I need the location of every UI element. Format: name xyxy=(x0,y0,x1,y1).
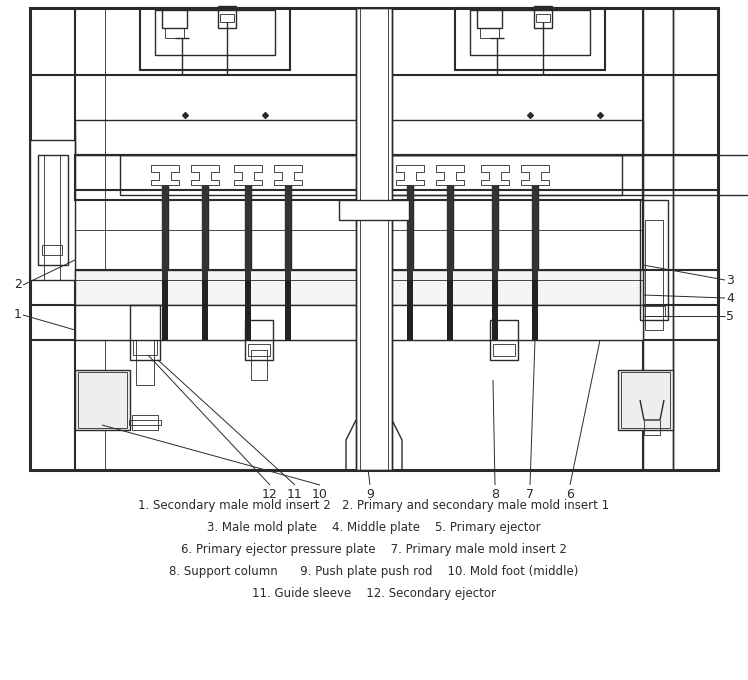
Text: 1: 1 xyxy=(14,309,22,322)
Bar xyxy=(360,8,388,470)
Bar xyxy=(165,28,184,38)
Bar xyxy=(645,220,663,330)
Bar xyxy=(120,155,374,195)
Bar xyxy=(38,260,68,275)
Bar xyxy=(493,344,515,356)
Bar xyxy=(621,372,670,428)
Bar xyxy=(374,155,748,195)
Bar xyxy=(480,28,499,38)
Bar xyxy=(202,280,208,340)
Bar xyxy=(133,340,157,355)
Bar xyxy=(245,320,273,360)
Bar xyxy=(75,370,130,430)
Bar xyxy=(360,8,388,470)
Bar xyxy=(75,120,374,155)
Bar xyxy=(536,14,550,22)
Bar xyxy=(75,305,374,340)
Bar xyxy=(38,170,68,185)
Bar xyxy=(38,200,68,215)
Bar xyxy=(162,185,168,280)
Bar xyxy=(356,8,392,470)
Bar xyxy=(447,185,453,280)
Text: 9: 9 xyxy=(366,488,374,501)
Bar xyxy=(78,372,127,428)
Bar xyxy=(447,280,453,340)
Bar xyxy=(140,8,290,70)
Bar xyxy=(38,215,68,230)
Text: 6. Primary ejector pressure plate    7. Primary male mold insert 2: 6. Primary ejector pressure plate 7. Pri… xyxy=(181,543,567,556)
Bar xyxy=(492,280,498,340)
Bar xyxy=(407,185,413,280)
Bar xyxy=(162,8,187,28)
Bar xyxy=(618,370,673,430)
Bar xyxy=(640,200,668,320)
Text: 2: 2 xyxy=(14,279,22,292)
Bar xyxy=(492,185,498,280)
Text: 6: 6 xyxy=(566,488,574,501)
Bar xyxy=(490,320,518,360)
Bar xyxy=(42,245,62,255)
Text: 4: 4 xyxy=(726,292,734,305)
Bar xyxy=(532,185,538,280)
Bar xyxy=(30,140,75,280)
Bar xyxy=(38,155,68,170)
Bar xyxy=(245,185,251,280)
Text: 8. Support column      9. Push plate push rod    10. Mold foot (middle): 8. Support column 9. Push plate push rod… xyxy=(169,564,579,577)
Bar xyxy=(285,185,291,280)
Text: 8: 8 xyxy=(491,488,499,501)
Bar xyxy=(374,155,622,195)
Text: 5: 5 xyxy=(726,309,734,322)
Text: 10: 10 xyxy=(312,488,328,501)
Bar xyxy=(285,280,291,340)
Bar xyxy=(75,270,374,305)
Bar xyxy=(470,10,590,55)
Bar xyxy=(374,155,643,200)
Bar xyxy=(339,200,409,220)
Bar xyxy=(356,8,392,470)
Bar xyxy=(643,8,673,470)
Bar xyxy=(129,420,161,425)
Bar xyxy=(374,305,643,340)
Bar xyxy=(407,280,413,340)
Bar xyxy=(162,280,168,340)
Text: 3: 3 xyxy=(726,273,734,286)
Bar xyxy=(248,344,270,356)
Bar xyxy=(245,280,251,340)
Bar xyxy=(38,155,68,265)
Bar xyxy=(374,120,643,155)
Bar xyxy=(534,6,552,28)
Bar xyxy=(130,305,160,360)
Text: 12: 12 xyxy=(262,488,278,501)
Bar xyxy=(75,155,374,200)
Bar xyxy=(38,245,68,260)
Bar xyxy=(374,270,643,305)
Bar xyxy=(38,185,68,200)
Bar xyxy=(202,185,208,280)
Bar xyxy=(132,415,158,430)
Text: 3. Male mold plate    4. Middle plate    5. Primary ejector: 3. Male mold plate 4. Middle plate 5. Pr… xyxy=(207,520,541,534)
Bar xyxy=(643,8,673,470)
Bar xyxy=(155,10,275,55)
Bar xyxy=(455,8,605,70)
Bar xyxy=(30,8,718,470)
Bar xyxy=(218,6,236,28)
Bar xyxy=(643,306,665,316)
Bar xyxy=(136,340,154,385)
Text: 11: 11 xyxy=(287,488,303,501)
Bar xyxy=(220,14,234,22)
Bar xyxy=(251,350,267,380)
Bar xyxy=(477,8,502,28)
Bar xyxy=(44,155,60,280)
Text: 1. Secondary male mold insert 2   2. Primary and secondary male mold insert 1: 1. Secondary male mold insert 2 2. Prima… xyxy=(138,498,610,511)
Text: 11. Guide sleeve    12. Secondary ejector: 11. Guide sleeve 12. Secondary ejector xyxy=(252,586,496,600)
Bar xyxy=(532,280,538,340)
Text: 7: 7 xyxy=(526,488,534,501)
Bar xyxy=(673,8,718,470)
Bar xyxy=(38,230,68,245)
Bar xyxy=(38,155,68,265)
